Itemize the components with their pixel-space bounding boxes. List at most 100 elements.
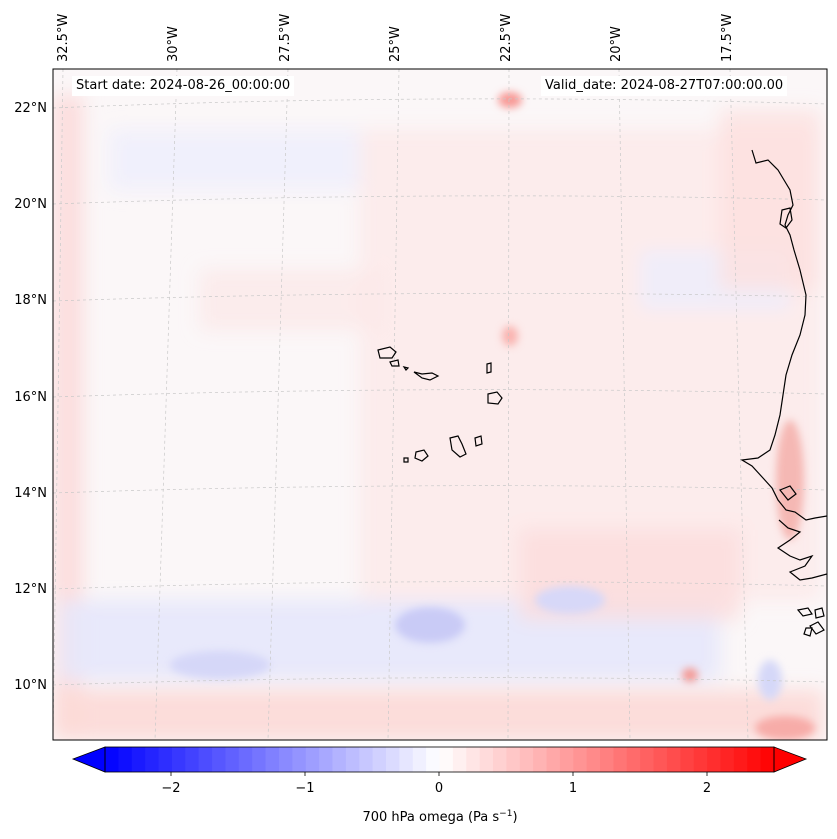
lon-gridline-27-5w (267, 68, 289, 741)
lat-gridline-10n (52, 677, 828, 686)
lon-label: 25°W (388, 26, 403, 62)
coastline (377, 149, 827, 637)
colorbar-segment (493, 747, 507, 772)
colorbar-segment (278, 747, 293, 772)
lat-gridline-12n (52, 581, 828, 590)
boavista-island (487, 391, 503, 405)
lat-label: 16°N (14, 390, 47, 405)
colorbar-segment (185, 747, 200, 772)
colorbar-segment (693, 747, 708, 772)
sao-vicente-island (389, 359, 400, 367)
lat-label: 10°N (14, 678, 47, 693)
coast-inlet-1 (779, 485, 797, 501)
lon-gridline-25w (387, 68, 400, 741)
colorbar-segment (680, 747, 695, 772)
colorbar-segment (586, 747, 601, 772)
colorbar-segment (573, 747, 588, 772)
lon-label: 20°W (609, 26, 624, 62)
colorbar-segment (760, 747, 775, 772)
colorbar-segment (345, 747, 360, 772)
santiago-island (449, 435, 467, 458)
colorbar-segment (198, 747, 213, 772)
lat-gridline-20n (52, 195, 828, 205)
colorbar-segment (613, 747, 628, 772)
colorbar-segment (506, 747, 521, 772)
colorbar-segment (319, 747, 333, 772)
africa-coastline (740, 149, 827, 521)
colorbar-segment (118, 747, 133, 772)
omega-field (53, 69, 827, 740)
lat-gridline-18n (52, 292, 828, 302)
colorbar-tick-label: 2 (703, 781, 711, 796)
colorbar-segments (105, 747, 775, 772)
lon-gridline-20w (618, 68, 631, 741)
sal-island (486, 362, 492, 374)
map-frame (52, 68, 828, 741)
colorbar-segment (452, 747, 467, 772)
colorbar-segment (546, 747, 561, 772)
colorbar-segment (640, 747, 655, 772)
colorbar-ticks (170, 772, 708, 776)
santa-luzia-island (402, 366, 410, 371)
colorbar-segment (479, 747, 494, 772)
lon-labels: 32.5°W 30°W 27.5°W 25°W 22.5°W 20°W 17.5… (56, 14, 735, 62)
colorbar-segment (359, 747, 374, 772)
lon-label: 30°W (166, 26, 181, 62)
lat-label: 14°N (14, 486, 47, 501)
colorbar-segment (533, 747, 548, 772)
colorbar-frame (104, 746, 775, 773)
colorbar-segment (372, 747, 387, 772)
colorbar-segment (399, 747, 414, 772)
lat-labels: 22°N 20°N 18°N 16°N 14°N 12°N 10°N (14, 101, 47, 693)
santo-antao-island (377, 346, 397, 359)
colorbar-segment (171, 747, 186, 772)
maio-island (474, 435, 483, 447)
colorbar-segment (653, 747, 668, 772)
colorbar-segment (385, 747, 400, 772)
colorbar-segment (426, 747, 440, 772)
colorbar-segment (145, 747, 160, 772)
lon-gridline-32-5w (52, 68, 64, 741)
colorbar-segment (305, 747, 320, 772)
colorbar-segment (720, 747, 735, 772)
field-units: (Pa s (468, 810, 499, 825)
colorbar-segment (252, 747, 267, 772)
colorbar-segment (466, 747, 481, 772)
field-units-close: ) (512, 810, 517, 825)
graticule (52, 68, 828, 741)
colorbar-label: 700 hPa omega (Pa s−1) (362, 809, 517, 825)
coast-inlet-2 (779, 207, 793, 229)
colorbar-segment (626, 747, 641, 772)
lat-gridline-14n (52, 485, 828, 494)
fogo-island (414, 449, 429, 462)
colorbar-tick-label: 1 (569, 781, 577, 796)
colorbar-segment (158, 747, 173, 772)
colorbar-segment (439, 747, 454, 772)
colorbar: −2 −1 0 1 2 700 hPa omega (Pa s−1) (71, 746, 808, 825)
colorbar-segment (105, 747, 119, 772)
lon-label: 17.5°W (720, 14, 735, 62)
lat-gridline-16n (52, 389, 828, 398)
colorbar-segment (666, 747, 681, 772)
lon-gridline-17-5w (729, 68, 749, 741)
colorbar-tick-label: 0 (435, 781, 443, 796)
lat-label: 22°N (14, 101, 47, 116)
lat-label: 20°N (14, 197, 47, 212)
colorbar-segment (131, 747, 146, 772)
field-name: 700 hPa omega (362, 810, 463, 825)
lon-gridline-30w (154, 68, 178, 741)
colorbar-segment (600, 747, 614, 772)
lon-label: 32.5°W (56, 14, 71, 62)
lat-gridline-22n (52, 98, 828, 109)
brava-island (403, 457, 409, 463)
colorbar-tick-label: −2 (161, 781, 180, 796)
lat-label: 18°N (14, 293, 47, 308)
colorbar-segment (559, 747, 574, 772)
colorbar-segment (332, 747, 347, 772)
lon-gridline-22-5w (507, 68, 510, 741)
lon-label: 22.5°W (499, 14, 514, 62)
sao-nicolau-island (413, 371, 440, 381)
colorbar-extend-low (71, 746, 106, 773)
colorbar-segment (292, 747, 307, 772)
